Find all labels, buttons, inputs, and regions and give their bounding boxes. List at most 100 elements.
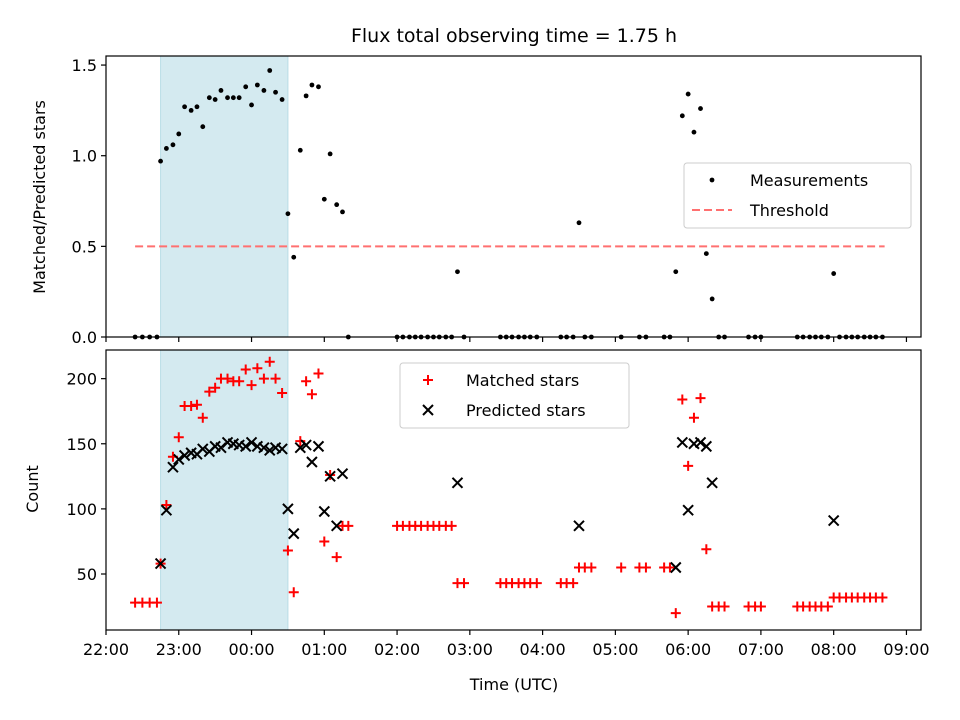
y-tick-label: 100 (66, 500, 97, 519)
x-axis-label: Time (UTC) (469, 675, 558, 694)
data-point (270, 373, 281, 384)
x-tick-label: 02:00 (374, 640, 420, 659)
data-point (234, 376, 245, 387)
data-point (703, 251, 709, 257)
data-point (822, 601, 833, 612)
bottom-y-axis-label: Count (23, 465, 42, 513)
x-tick-label: 05:00 (592, 640, 638, 659)
top-y-axis-label: Matched/Predicted stars (30, 100, 49, 294)
data-point (277, 387, 288, 398)
data-point (700, 440, 713, 453)
data-point (295, 436, 306, 447)
data-point (683, 460, 694, 471)
data-point (576, 220, 582, 226)
data-point (212, 97, 218, 102)
data-point (225, 95, 230, 101)
data-point (319, 536, 330, 547)
data-point (312, 440, 325, 453)
legend: Matched stars Predicted stars (399, 362, 630, 429)
data-point (182, 104, 187, 110)
data-point (640, 562, 651, 573)
x-tick-label: 08:00 (811, 640, 857, 659)
data-point (249, 102, 254, 108)
data-point (334, 202, 340, 208)
data-point (236, 95, 242, 101)
series-predicted-stars (154, 436, 840, 574)
data-point (877, 592, 888, 603)
data-point (173, 432, 184, 443)
legend-box (399, 362, 630, 429)
data-point (327, 151, 333, 157)
data-point (245, 436, 258, 449)
x-tick-label: 03:00 (447, 640, 493, 659)
x-tick-label: 07:00 (738, 640, 784, 659)
data-point (300, 439, 312, 451)
data-point (306, 456, 318, 468)
data-point (573, 520, 585, 532)
data-point (282, 545, 293, 556)
data-point (170, 142, 176, 148)
data-point (282, 503, 294, 515)
data-point (586, 562, 597, 573)
data-point (151, 597, 162, 608)
data-point (676, 436, 689, 449)
data-point (670, 608, 681, 619)
data-point (446, 520, 457, 531)
data-point (197, 443, 209, 455)
data-point (178, 449, 191, 462)
x-tick-label: 23:00 (156, 640, 202, 659)
data-point (264, 356, 275, 367)
data-point (313, 368, 324, 379)
data-point (688, 412, 699, 423)
data-point (340, 209, 345, 215)
observing-window-highlight (160, 56, 288, 337)
legend-marker (423, 375, 433, 385)
data-point (677, 394, 688, 405)
data-point (197, 412, 208, 423)
data-point (204, 386, 215, 397)
data-point (258, 373, 269, 384)
data-point (158, 158, 163, 164)
data-point (343, 520, 354, 531)
data-point (240, 440, 252, 453)
x-tick-label: 00:00 (228, 640, 274, 659)
axes-frame (105, 349, 922, 631)
data-point (831, 271, 837, 276)
data-point (258, 441, 270, 454)
x-tick-label: 06:00 (665, 640, 711, 659)
data-point (827, 514, 840, 527)
data-point (309, 82, 315, 88)
y-tick-label: 0.0 (72, 328, 97, 347)
data-point (306, 389, 317, 400)
data-point (194, 104, 200, 110)
observing-window-highlight (160, 350, 288, 630)
data-point (161, 499, 172, 510)
y-tick-label: 1.5 (72, 56, 97, 75)
data-point (316, 84, 321, 90)
y-tick-label: 150 (66, 435, 97, 454)
data-point (695, 393, 706, 404)
data-point (719, 601, 730, 612)
data-point (531, 578, 542, 589)
data-point (691, 129, 697, 135)
data-point (218, 88, 224, 93)
data-point (173, 453, 185, 466)
top-panel: 0.0 0.5 1.0 1.5 Measurements Threshold (72, 55, 922, 347)
data-point (664, 562, 675, 573)
data-point (679, 113, 685, 119)
data-point (682, 504, 694, 516)
x-tick-label: 04:00 (520, 640, 566, 659)
data-point (276, 443, 288, 455)
data-point (267, 68, 273, 73)
data-point (186, 401, 197, 411)
data-point (297, 147, 303, 153)
data-point (288, 527, 300, 540)
data-point (200, 124, 206, 130)
data-point (167, 461, 179, 473)
data-point (163, 146, 169, 151)
data-point (321, 196, 327, 202)
data-point (451, 477, 464, 489)
legend-entry: Matched stars (466, 371, 579, 390)
data-point (252, 363, 263, 374)
data-point (701, 544, 712, 555)
